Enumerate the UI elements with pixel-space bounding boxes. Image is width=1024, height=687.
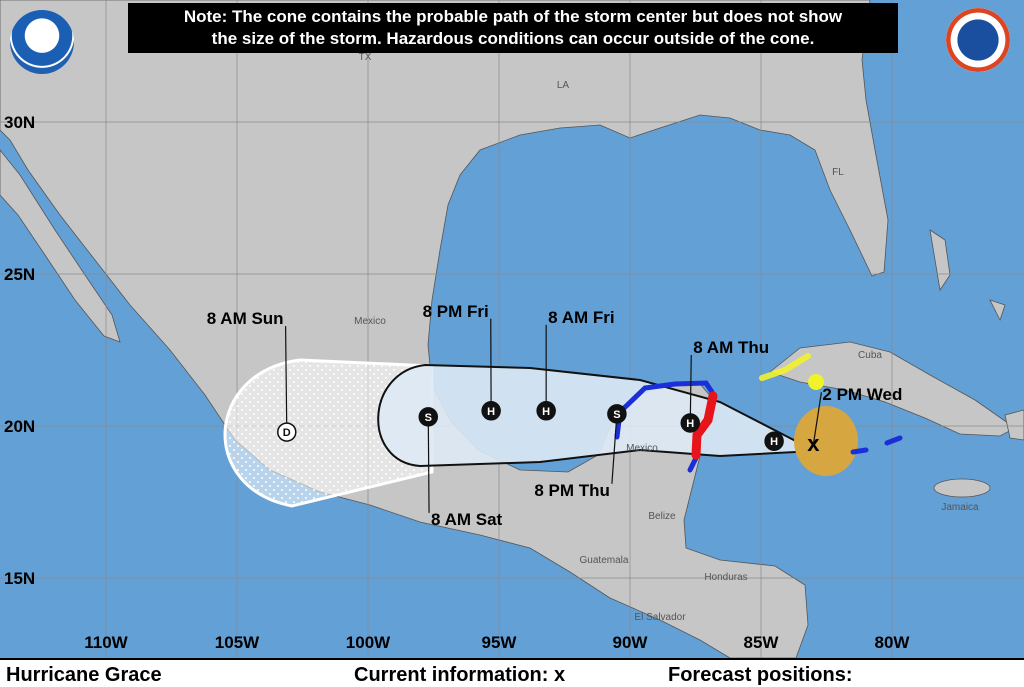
lon-tick-label: 110W: [84, 633, 128, 652]
note-line-1: Note: The cone contains the probable pat…: [128, 6, 898, 28]
forecast-intensity-letter: H: [686, 418, 694, 430]
lat-tick-label: 20N: [4, 417, 35, 436]
current-position-marker: x: [807, 431, 820, 456]
lon-tick-label: 100W: [346, 633, 391, 652]
current-information-label: Current information: x: [354, 664, 565, 687]
place-label: Honduras: [704, 572, 747, 583]
forecast-time-label: 8 PM Thu: [534, 481, 610, 500]
forecast-intensity-letter: H: [542, 406, 550, 418]
jamaica: [934, 479, 990, 497]
legend-bar: Hurricane Grace Current information: x F…: [0, 658, 1024, 685]
place-label: LA: [557, 80, 570, 91]
place-label: Jamaica: [941, 502, 979, 513]
noaa-logo: [10, 10, 74, 74]
label-leader-line: [428, 417, 429, 513]
place-label: TX: [359, 52, 372, 63]
place-label: Mexico: [626, 443, 658, 454]
storm-map: TX LA FL Mexico Cuba Mexico Belize Guatemala Hon…: [0, 0, 1024, 658]
forecast-time-label: 8 PM Fri: [423, 302, 489, 321]
forecast-intensity-letter: S: [613, 409, 620, 421]
lon-tick-label: 80W: [875, 633, 911, 652]
nws-logo: [946, 8, 1010, 72]
place-label: Belize: [648, 511, 676, 522]
lat-tick-label: 25N: [4, 265, 35, 284]
storm-name: Hurricane Grace: [6, 664, 162, 687]
lat-tick-label: 30N: [4, 113, 35, 132]
wind-field: [794, 406, 858, 476]
forecast-intensity-letter: S: [425, 412, 432, 424]
forecast-time-label: 8 AM Sat: [431, 510, 503, 529]
forecast-positions-label: Forecast positions:: [668, 664, 852, 687]
place-label: Guatemala: [580, 555, 629, 566]
forecast-intensity-letter: H: [487, 406, 495, 418]
place-label: Mexico: [354, 316, 386, 327]
lon-tick-label: 105W: [215, 633, 260, 652]
forecast-intensity-letter: D: [283, 427, 291, 439]
forecast-time-label: 8 AM Fri: [548, 308, 614, 327]
lon-tick-label: 85W: [744, 633, 780, 652]
lon-tick-label: 90W: [613, 633, 649, 652]
forecast-time-label: 8 AM Thu: [693, 338, 769, 357]
lon-tick-label: 95W: [482, 633, 518, 652]
cone-disclaimer-note: Note: The cone contains the probable pat…: [128, 3, 898, 53]
place-label: Cuba: [858, 350, 882, 361]
note-line-2: the size of the storm. Hazardous conditi…: [128, 28, 898, 50]
place-label: FL: [832, 167, 844, 178]
lat-tick-label: 15N: [4, 569, 35, 588]
current-time-label: 2 PM Wed: [822, 385, 902, 404]
forecast-time-label: 8 AM Sun: [207, 309, 284, 328]
place-label: El Salvador: [634, 612, 686, 623]
forecast-intensity-letter: H: [770, 436, 778, 448]
